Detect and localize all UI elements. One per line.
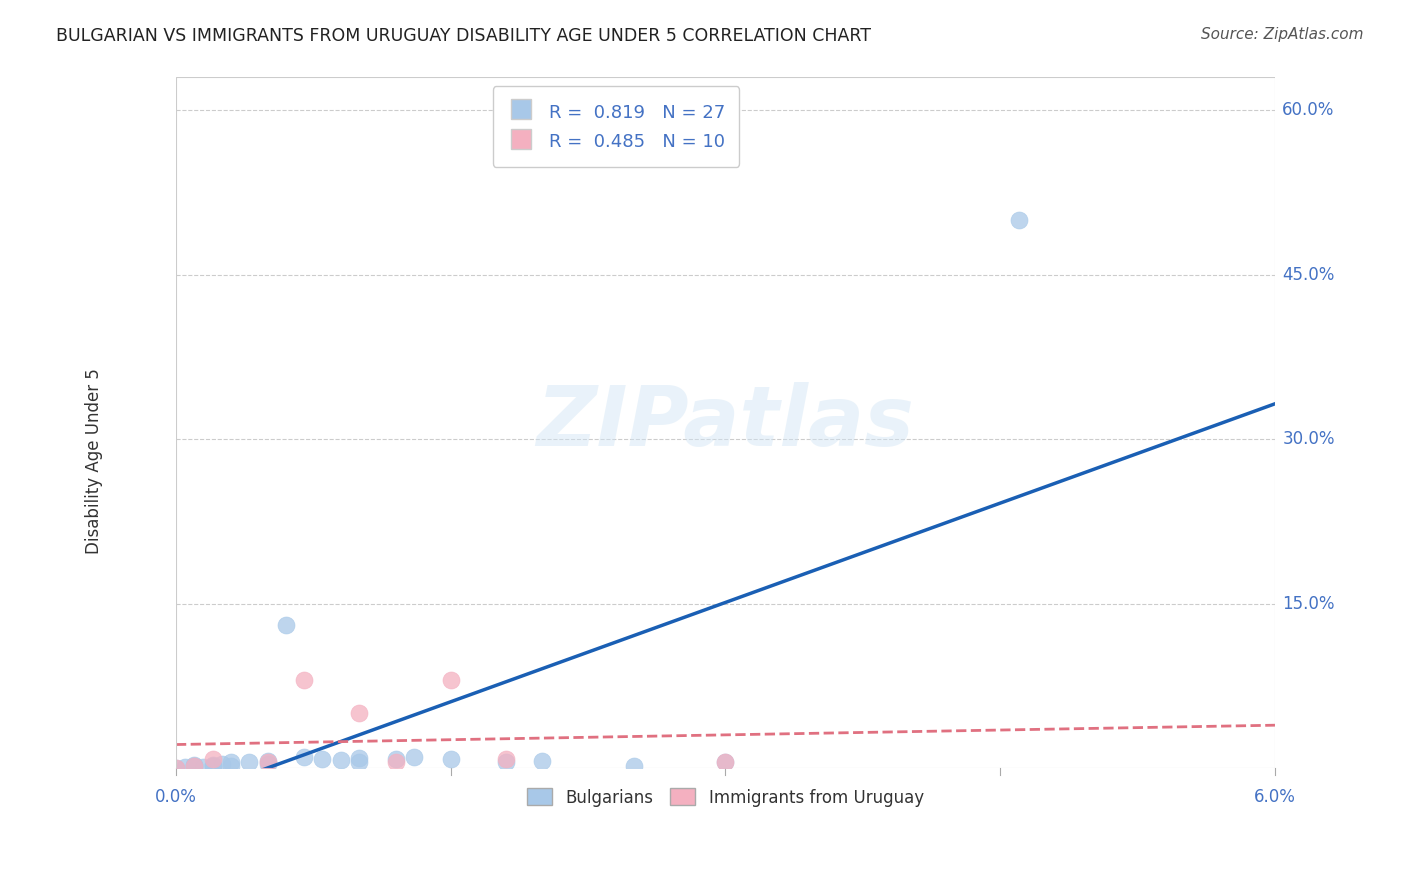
Text: BULGARIAN VS IMMIGRANTS FROM URUGUAY DISABILITY AGE UNDER 5 CORRELATION CHART: BULGARIAN VS IMMIGRANTS FROM URUGUAY DIS… [56,27,872,45]
Point [531,755,554,769]
Text: 60.0%: 60.0% [1282,102,1334,120]
Point [440,752,463,766]
Point [256,756,278,770]
Text: 0.0%: 0.0% [155,788,197,805]
Point [347,756,370,770]
Point [193,760,215,774]
Text: Source: ZipAtlas.com: Source: ZipAtlas.com [1201,27,1364,42]
Point [347,706,370,720]
Legend: Bulgarians, Immigrants from Uruguay: Bulgarians, Immigrants from Uruguay [519,780,932,815]
Point [495,752,517,766]
Point [183,758,205,772]
Point [256,755,278,769]
Point [165,761,187,775]
Point [404,750,426,764]
Text: ZIPatlas: ZIPatlas [537,382,914,463]
Point [714,756,737,770]
Text: 15.0%: 15.0% [1282,595,1334,613]
Text: Disability Age Under 5: Disability Age Under 5 [84,368,103,554]
Text: 6.0%: 6.0% [1254,788,1296,805]
Text: 45.0%: 45.0% [1282,266,1334,284]
Point [256,756,278,771]
Point [201,758,224,772]
Point [292,673,315,688]
Point [329,753,352,767]
Point [201,752,224,766]
Point [238,756,260,770]
Point [201,757,224,772]
Point [714,756,737,770]
Point [183,757,205,772]
Point [440,673,463,688]
Point [174,760,197,774]
Point [219,756,242,770]
Text: 30.0%: 30.0% [1282,430,1334,448]
Point [292,750,315,764]
Point [311,752,333,766]
Point [384,756,406,770]
Point [623,758,645,772]
Point [219,758,242,772]
Point [347,751,370,765]
Point [384,752,406,766]
Point [211,756,233,771]
Point [183,758,205,772]
Point [274,618,297,632]
Point [495,756,517,770]
Point [1007,213,1029,227]
Point [165,761,187,775]
